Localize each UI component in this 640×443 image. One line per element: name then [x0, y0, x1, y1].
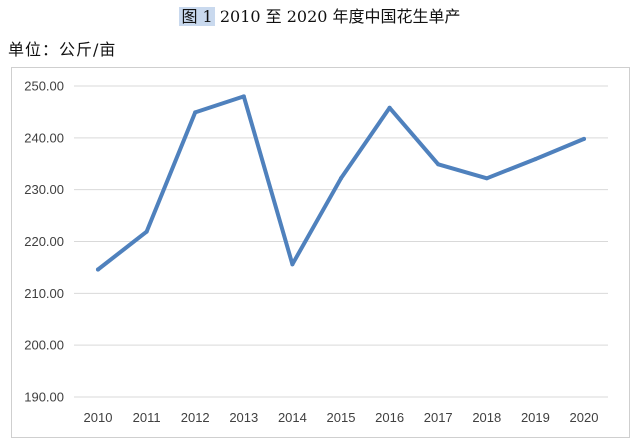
data-point — [96, 267, 100, 272]
y-tick-label: 220.00 — [24, 234, 64, 249]
y-tick-label: 230.00 — [24, 182, 64, 197]
data-point — [339, 176, 343, 181]
x-tick-label: 2020 — [570, 410, 599, 425]
y-tick-label: 200.00 — [24, 338, 64, 353]
x-tick-label: 2017 — [424, 410, 453, 425]
data-point — [533, 157, 538, 162]
x-tick-label: 2016 — [375, 410, 404, 425]
y-tick-label: 240.00 — [24, 130, 64, 145]
data-point — [290, 262, 295, 267]
data-point — [241, 94, 246, 99]
x-tick-label: 2011 — [133, 410, 161, 425]
data-point — [144, 229, 149, 234]
chart-frame — [11, 67, 630, 438]
y-tick-label: 190.00 — [24, 390, 64, 405]
figure-title-text: 2010 至 2020 年度中国花生单产 — [219, 7, 461, 26]
y-tick-label: 210.00 — [24, 286, 64, 301]
y-tick-label: 250.00 — [24, 79, 64, 94]
x-tick-label: 2018 — [472, 410, 501, 425]
data-point — [484, 176, 489, 181]
data-point — [582, 136, 586, 141]
data-point — [436, 162, 441, 167]
x-tick-label: 2015 — [327, 410, 356, 425]
unit-label: 单位：公斤/亩 — [8, 40, 117, 59]
x-tick-label: 2012 — [181, 410, 210, 425]
data-point — [193, 110, 198, 115]
series-line — [96, 94, 586, 272]
x-tick-label: 2019 — [521, 410, 550, 425]
x-tick-label: 2010 — [84, 410, 113, 425]
x-tick-label: 2013 — [229, 410, 258, 425]
figure-label: 图 1 — [179, 7, 215, 26]
figure-title: 图 1 2010 至 2020 年度中国花生单产 — [0, 3, 640, 27]
data-point — [387, 105, 392, 110]
x-tick-label: 2014 — [278, 410, 307, 425]
